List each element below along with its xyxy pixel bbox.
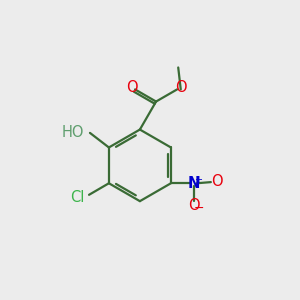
Text: −: − (194, 202, 204, 215)
Text: +: + (194, 175, 202, 185)
Text: Cl: Cl (70, 190, 84, 205)
Text: HO: HO (61, 125, 84, 140)
Text: O: O (211, 174, 223, 189)
Text: O: O (175, 80, 187, 95)
Text: N: N (188, 176, 200, 191)
Text: O: O (188, 198, 200, 213)
Text: O: O (127, 80, 138, 94)
